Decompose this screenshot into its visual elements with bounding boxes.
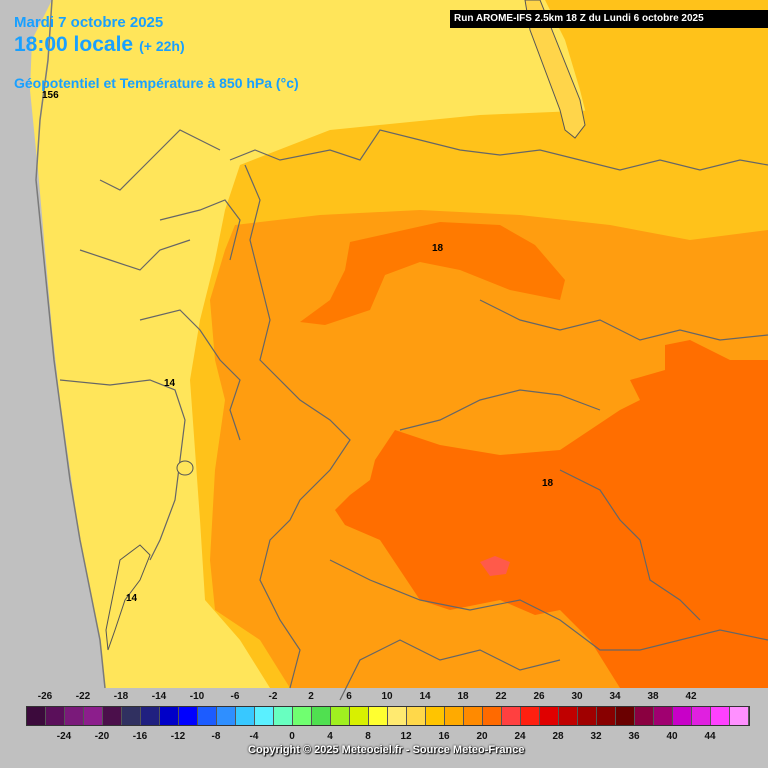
legend-top-label: 6 [346,691,352,702]
legend-bottom-label: 12 [400,731,412,742]
department-borders [59,129,768,701]
legend-top-label: -22 [75,691,91,702]
copyright-text: Copyright © 2025 Meteociel.fr - Source M… [248,744,525,756]
legend-top-label: -2 [268,691,278,702]
legend-swatch [483,707,502,725]
legend-top-label: 34 [609,691,621,702]
legend-swatch [692,707,711,725]
legend-top-label: 30 [571,691,583,702]
legend-top-label: -26 [37,691,53,702]
lead-time: (+ 22h) [139,38,185,54]
legend-bottom-label: -20 [94,731,110,742]
legend-swatch [65,707,84,725]
legend-swatch [350,707,369,725]
legend-swatch [407,707,426,725]
legend-top-label: 14 [419,691,431,702]
field-title: Géopotentiel et Température à 850 hPa (°… [14,75,299,91]
legend-bottom-label: 32 [590,731,602,742]
geopotential-label: 156 [42,90,59,101]
legend-swatch [673,707,692,725]
legend-swatch [388,707,407,725]
legend-swatch [84,707,103,725]
isotherm-label: 18 [432,243,444,254]
legend-swatch [616,707,635,725]
local-time: 18:00 locale [14,33,134,56]
legend-top-label: 22 [495,691,507,702]
legend-swatch [122,707,141,725]
legend-swatch [217,707,236,725]
legend-swatch [711,707,730,725]
legend-top-label: 10 [381,691,393,702]
legend-top-label: -18 [113,691,129,702]
legend-swatch [369,707,388,725]
legend-top-label: 38 [647,691,659,702]
legend-swatch [312,707,331,725]
legend-swatch [293,707,312,725]
legend-swatch [559,707,578,725]
legend-top-label: 18 [457,691,469,702]
legend-swatch [255,707,274,725]
temp-zone-12-north [545,0,768,150]
legend-swatch [654,707,673,725]
legend-bottom-label: 44 [704,731,716,742]
legend-swatch [27,707,46,725]
legend-swatch [426,707,445,725]
legend-swatch [597,707,616,725]
legend-bottom-label: 4 [327,731,333,742]
color-legend: -26 -22 -18 -14 -10 -6 -2 2 6 10 14 18 22 26 30 34 38 42 … [0,688,768,768]
legend-swatch [179,707,198,725]
legend-bottom-label: 0 [289,731,295,742]
legend-top-label: 42 [685,691,697,702]
lagoon [105,544,151,651]
legend-bottom-label: -8 [211,731,221,742]
legend-top-label: -10 [189,691,205,702]
legend-swatch [635,707,654,725]
temp-zone-18-north [300,222,565,325]
run-banner: Run AROME-IFS 2.5km 18 Z du Lundi 6 octo… [450,10,768,28]
coastline [35,0,106,689]
legend-swatch [236,707,255,725]
legend-bottom-label: -16 [132,731,148,742]
legend-top-label: 26 [533,691,545,702]
legend-bottom-label: 36 [628,731,640,742]
legend-swatch [46,707,65,725]
legend-swatch [502,707,521,725]
legend-swatch [578,707,597,725]
legend-top-label: 2 [308,691,314,702]
legend-swatch [540,707,559,725]
legend-bottom-label: -24 [56,731,72,742]
legend-bottom-label: 40 [666,731,678,742]
isotherm-label: 18 [542,478,554,489]
legend-swatch [464,707,483,725]
legend-swatch [160,707,179,725]
legend-swatch [521,707,540,725]
forecast-date: Mardi 7 octobre 2025 [14,14,164,31]
legend-bottom-label: 20 [476,731,488,742]
legend-bottom-label: -12 [170,731,186,742]
legend-top-label: -6 [230,691,240,702]
legend-top-label: -14 [151,691,167,702]
legend-bottom-label: 16 [438,731,450,742]
isotherm-label: 14 [164,378,176,389]
isotherm-label: 14 [126,593,138,604]
warm-spot [480,556,510,576]
legend-swatches [26,706,750,726]
temp-zone-18-south [335,340,768,688]
legend-swatch [331,707,350,725]
legend-bottom-label: -4 [249,731,259,742]
legend-swatch [274,707,293,725]
legend-swatch [730,707,749,725]
legend-swatch [445,707,464,725]
legend-swatch [141,707,160,725]
legend-bottom-label: 28 [552,731,564,742]
forecast-time: 18:00 locale (+ 22h) [14,33,185,57]
legend-swatch [103,707,122,725]
legend-bottom-label: 8 [365,731,371,742]
lake [176,460,194,476]
legend-swatch [198,707,217,725]
legend-bottom-label: 24 [514,731,526,742]
